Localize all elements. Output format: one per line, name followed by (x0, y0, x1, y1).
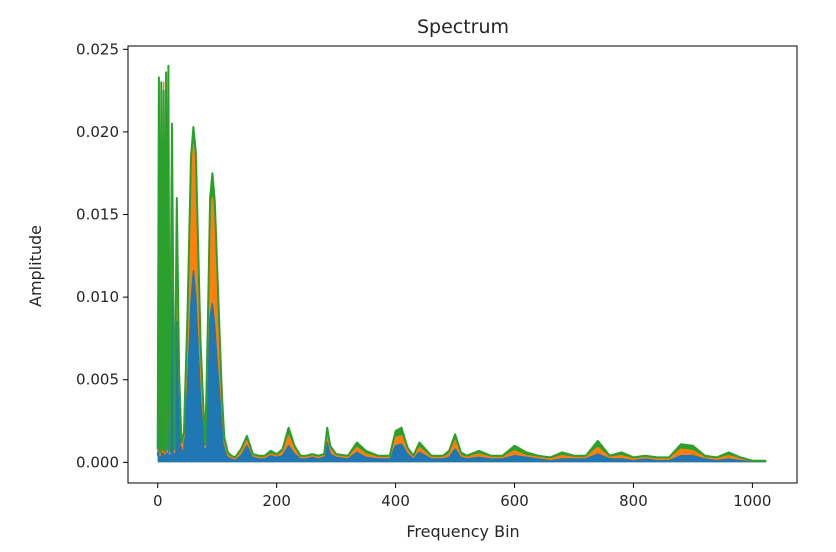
x-axis: 0 200 400 600 800 1000 (153, 483, 771, 510)
y-tick-label: 0.000 (76, 453, 119, 471)
series-1-line (156, 81, 767, 462)
y-tick-label: 0.020 (76, 123, 119, 141)
y-tick-label: 0.005 (76, 371, 119, 389)
series-2-line (156, 64, 767, 462)
series-2-fill (157, 65, 767, 463)
y-tick-label: 0.015 (76, 206, 119, 224)
x-tick-label: 600 (500, 492, 529, 510)
x-tick-label: 1000 (733, 492, 771, 510)
x-axis-label: Frequency Bin (406, 522, 519, 541)
y-axis: 0.000 0.005 0.010 0.015 0.020 0.025 (76, 40, 128, 471)
series-1-fill (157, 82, 767, 463)
axes-frame (127, 45, 798, 484)
y-tick-label: 0.025 (76, 40, 119, 58)
series-0-line (156, 243, 767, 462)
x-tick-label: 0 (153, 492, 163, 510)
series-0-fill (157, 244, 767, 463)
y-tick-label: 0.010 (76, 288, 119, 306)
y-axis-label: Amplitude (26, 225, 45, 307)
chart-title: Spectrum (417, 16, 509, 38)
x-tick-label: 400 (381, 492, 410, 510)
plot-area (156, 64, 767, 463)
x-tick-label: 200 (262, 492, 291, 510)
x-tick-label: 800 (619, 492, 648, 510)
